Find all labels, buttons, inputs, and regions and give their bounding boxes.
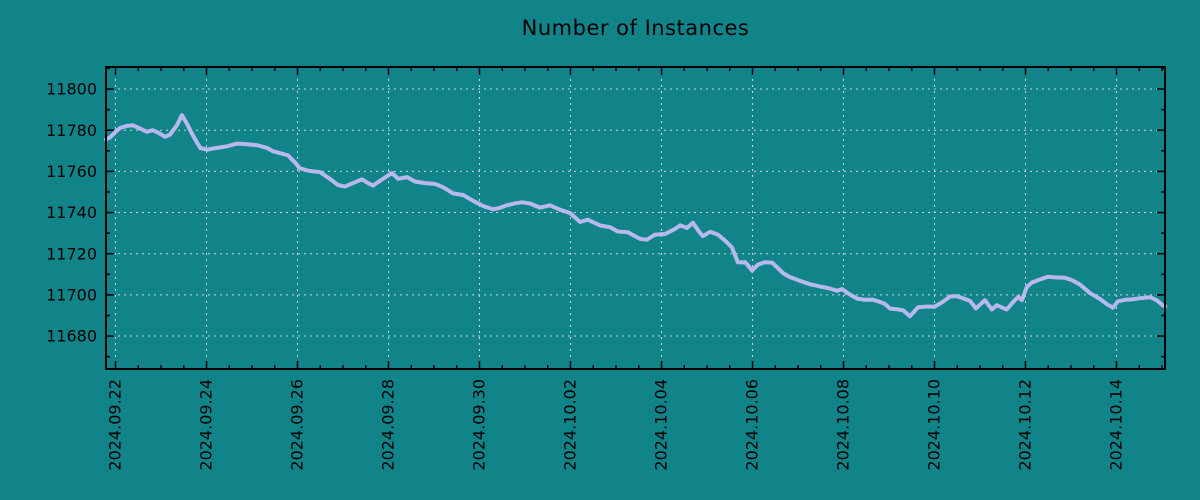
x-tick-label: 2024.10.08: [834, 379, 853, 471]
y-tick-label: 11720: [46, 244, 97, 263]
x-tick-label: 2024.10.10: [924, 379, 943, 471]
x-tick-label: 2024.10.06: [743, 379, 762, 471]
y-tick-label: 11760: [46, 162, 97, 181]
series-line-instances: [104, 113, 1168, 319]
y-tick-label: 11680: [46, 327, 97, 346]
x-tick-label: 2024.09.26: [288, 379, 307, 471]
y-tick-label: 11700: [46, 285, 97, 304]
y-tick-label: 11780: [46, 121, 97, 140]
x-tick-label: 2024.09.24: [197, 379, 216, 471]
x-tick-label: 2024.10.02: [561, 379, 580, 471]
y-tick-label: 11740: [46, 203, 97, 222]
x-tick-label: 2024.09.28: [379, 379, 398, 471]
x-tick-label: 2024.10.12: [1015, 379, 1034, 471]
chart-title: Number of Instances: [521, 16, 750, 40]
y-tick-label: 11800: [46, 80, 97, 99]
x-tick-label: 2024.10.14: [1106, 379, 1125, 471]
x-tick-label: 2024.10.04: [652, 379, 671, 471]
plot-border: [105, 66, 1166, 370]
x-tick-label: 2024.09.30: [470, 379, 489, 471]
x-tick-label: 2024.09.22: [106, 379, 125, 471]
